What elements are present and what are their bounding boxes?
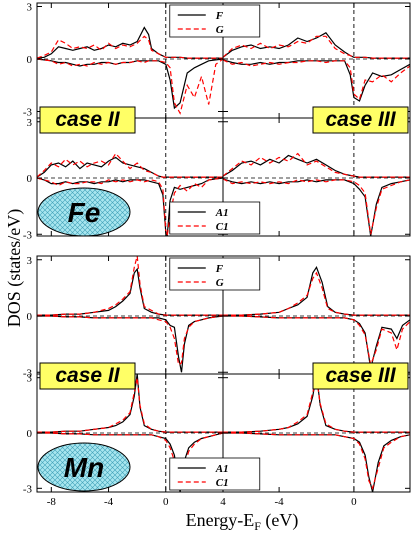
series-C1-up-fe-bottom-left bbox=[37, 152, 223, 178]
legend-box-mn-bottom-left bbox=[169, 457, 261, 491]
fe-case-iii-label: case III bbox=[312, 106, 409, 134]
series-group-fe-bottom-right bbox=[223, 152, 410, 236]
x-axis-title-sub: F bbox=[254, 519, 261, 533]
series-G-down-mn-top-left bbox=[37, 315, 223, 366]
fe-case-iii-label-box bbox=[312, 106, 409, 134]
element-fe-label-text: Fe bbox=[68, 197, 101, 228]
legend-label-A1-mn-bottom-left: A1 bbox=[215, 463, 229, 475]
series-A1-down-fe-bottom-left bbox=[37, 177, 223, 236]
legend-box-fe-bottom-left bbox=[169, 201, 261, 235]
series-G-up-fe-top-right bbox=[223, 35, 410, 59]
legend-label-F-fe-top-left: F bbox=[215, 10, 224, 22]
series-F-up-mn-top-left bbox=[37, 267, 223, 316]
x-axis-title: Energy-EF (eV) bbox=[186, 510, 299, 533]
x-tick-label-mn-bottom-left-0: 0 bbox=[163, 496, 169, 508]
series-G-down-fe-top-right bbox=[223, 59, 410, 101]
x-tick-label-mn-bottom-left-4: 4 bbox=[220, 496, 226, 508]
legend-label-A1-fe-bottom-left: A1 bbox=[215, 207, 229, 219]
series-C1-down-fe-bottom-right bbox=[223, 178, 410, 235]
y-tick-label-mn-top-left-3: 3 bbox=[27, 255, 33, 267]
legend-mn-top-left: FG bbox=[169, 257, 261, 291]
legend-label-G-mn-top-left: G bbox=[216, 277, 224, 289]
y-tick-label-fe-bottom-left-0: 0 bbox=[27, 173, 33, 185]
legend-label-C1-mn-bottom-left: C1 bbox=[216, 477, 229, 489]
series-G-up-mn-top-right bbox=[223, 271, 410, 316]
element-fe-label-ellipse bbox=[37, 187, 131, 237]
fe-case-ii-label: case II bbox=[39, 106, 136, 134]
series-C1-down-mn-bottom-left bbox=[37, 432, 223, 486]
y-tick-label-mn-top-left-0: 0 bbox=[27, 311, 33, 323]
mn-case-ii-label-box bbox=[39, 362, 136, 390]
series-group-mn-bottom-right bbox=[223, 374, 410, 492]
x-axis-title-main: Energy-E bbox=[186, 510, 255, 530]
y-tick-label-fe-bottom-left--3: -3 bbox=[23, 229, 33, 241]
y-tick-label-fe-top-left--3: -3 bbox=[23, 107, 33, 119]
mn-case-ii-label: case II bbox=[39, 362, 136, 390]
series-F-down-mn-top-right bbox=[223, 315, 410, 369]
series-G-up-mn-top-left bbox=[37, 256, 223, 316]
series-C1-up-fe-bottom-right bbox=[223, 152, 410, 178]
mn-case-iii-label: case III bbox=[312, 362, 409, 390]
element-mn-label-text: Mn bbox=[64, 452, 104, 483]
element-mn-label-ellipse bbox=[37, 442, 131, 492]
series-group-mn-top-left bbox=[37, 256, 223, 373]
x-tick-label-mn-bottom-right-0: 0 bbox=[351, 496, 357, 508]
y-tick-label-mn-top-left--3: -3 bbox=[23, 367, 33, 379]
series-G-down-mn-top-right bbox=[223, 315, 410, 368]
series-C1-up-mn-bottom-right bbox=[223, 377, 410, 433]
mn-case-iii-label-text: case III bbox=[325, 364, 396, 387]
element-fe-label: Fe bbox=[37, 187, 131, 237]
series-F-down-fe-top-left bbox=[37, 58, 223, 110]
series-A1-up-fe-bottom-right bbox=[223, 154, 410, 178]
legend-fe-top-left: FG bbox=[169, 4, 261, 38]
series-F-down-fe-top-right bbox=[223, 59, 410, 102]
x-axis-title-unit: (eV) bbox=[261, 510, 298, 531]
x-tick-label-mn-bottom-right--4: -4 bbox=[275, 496, 285, 508]
legend-label-C1-fe-bottom-left: C1 bbox=[216, 221, 229, 233]
series-group-fe-bottom-left bbox=[37, 152, 223, 236]
series-C1-down-fe-bottom-left bbox=[37, 177, 223, 236]
x-tick-label-mn-bottom-left--8: -8 bbox=[47, 496, 57, 508]
mn-case-ii-label-text: case II bbox=[55, 364, 120, 387]
y-tick-label-mn-bottom-left--3: -3 bbox=[23, 483, 33, 495]
element-mn-label: Mn bbox=[37, 442, 131, 492]
series-A1-up-mn-bottom-left bbox=[37, 374, 223, 433]
legend-box-mn-top-left bbox=[169, 257, 261, 291]
lines-layer bbox=[37, 26, 410, 492]
series-group-mn-top-right bbox=[223, 265, 410, 369]
y-tick-label-fe-top-left-3: 3 bbox=[27, 2, 33, 14]
series-G-down-fe-top-left bbox=[37, 58, 223, 115]
y-tick-label-fe-bottom-left-3: 3 bbox=[27, 117, 33, 129]
x-tick-label-mn-bottom-left--4: -4 bbox=[104, 496, 114, 508]
y-tick-label-mn-bottom-left-0: 0 bbox=[27, 428, 33, 440]
series-group-fe-top-right bbox=[223, 32, 410, 102]
legend-box-fe-top-left bbox=[169, 4, 261, 38]
fe-case-ii-label-text: case II bbox=[55, 108, 120, 131]
series-group-mn-bottom-left bbox=[37, 374, 223, 492]
y-tick-label-fe-top-left-0: 0 bbox=[27, 54, 33, 66]
y-tick-label-mn-bottom-left-3: 3 bbox=[27, 373, 33, 385]
fe-case-iii-label-text: case III bbox=[325, 108, 396, 131]
y-axis-title: DOS (states/eV) bbox=[4, 209, 25, 327]
series-group-fe-top-left bbox=[37, 26, 223, 115]
fe-case-ii-label-box bbox=[39, 106, 136, 134]
legend-label-G-fe-top-left: G bbox=[216, 24, 224, 36]
series-C1-down-mn-bottom-right bbox=[223, 432, 410, 490]
series-A1-up-fe-bottom-left bbox=[37, 156, 223, 178]
legend-label-F-mn-top-left: F bbox=[215, 263, 224, 275]
mn-case-iii-label-box bbox=[312, 362, 409, 390]
series-G-up-fe-top-left bbox=[37, 35, 223, 59]
